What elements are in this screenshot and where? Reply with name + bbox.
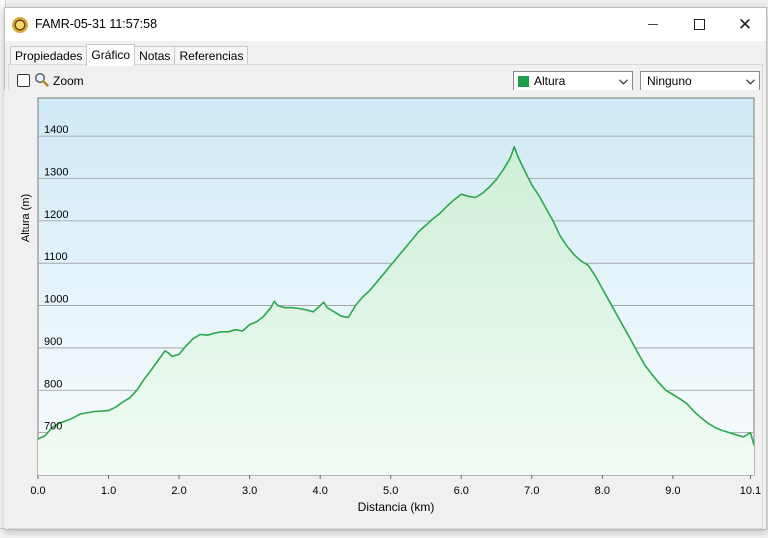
tab-notas[interactable]: Notas [134, 46, 176, 65]
tab-strip: Propiedades Gráfico Notas Referencias [10, 44, 249, 66]
series-select-value: Altura [534, 74, 566, 88]
tab-grafico[interactable]: Gráfico [86, 44, 136, 66]
series-select[interactable]: Altura [513, 71, 633, 92]
secondary-select-value: Ninguno [647, 74, 692, 88]
series-color-swatch [518, 76, 529, 87]
minimize-button[interactable] [630, 8, 676, 41]
x-axis-label: Distancia (km) [358, 500, 435, 514]
window-title: FAMR-05-31 11:57:58 [35, 17, 158, 31]
minimize-icon [648, 24, 658, 25]
close-button[interactable]: ✕ [722, 8, 768, 41]
x-tick-label: 2.0 [171, 485, 186, 497]
x-tick-label: 9.0 [665, 485, 680, 497]
y-tick-labels: 700 800 900 1000 1100 1200 1300 1400 [44, 124, 68, 433]
y-tick-label: 900 [44, 336, 62, 348]
x-tick-label: 7.0 [524, 485, 539, 497]
y-tick-label: 1200 [44, 209, 68, 221]
y-axis-label: Altura (m) [20, 194, 32, 242]
x-tick-label: 1.0 [101, 485, 116, 497]
chevron-down-icon [618, 72, 628, 91]
magnifier-icon [34, 72, 49, 87]
x-tick-label: 3.0 [242, 485, 257, 497]
elevation-profile-chart[interactable]: 700 800 900 1000 1100 1200 1300 1400 0.0 1.0 2.0 3… [4, 90, 762, 528]
zoom-checkbox[interactable] [17, 74, 30, 87]
title-bar[interactable]: FAMR-05-31 11:57:58 ✕ [5, 8, 766, 41]
x-tick-labels: 0.0 1.0 2.0 3.0 4.0 5.0 6.0 7.0 8.0 9.0 10.1 [30, 475, 761, 497]
x-tick-label: 6.0 [454, 485, 469, 497]
tab-referencias[interactable]: Referencias [174, 46, 249, 65]
close-icon: ✕ [737, 15, 753, 34]
x-tick-label: 5.0 [383, 485, 398, 497]
y-tick-label: 1400 [44, 124, 68, 136]
x-tick-label: 0.0 [30, 485, 45, 497]
y-tick-label: 1000 [44, 294, 68, 306]
y-tick-label: 1100 [44, 251, 68, 263]
y-tick-label: 1300 [44, 166, 68, 178]
x-tick-label: 4.0 [313, 485, 328, 497]
tab-propiedades[interactable]: Propiedades [10, 46, 88, 65]
secondary-series-select[interactable]: Ninguno [640, 71, 760, 92]
compass-seal-icon [12, 17, 28, 33]
maximize-button[interactable] [676, 8, 722, 41]
y-tick-label: 700 [44, 421, 62, 433]
elevation-area-fill [38, 146, 754, 475]
chevron-down-icon [745, 72, 755, 91]
x-tick-label: 10.1 [740, 485, 761, 497]
elevation-series-line [37, 145, 755, 446]
y-tick-label: 800 [44, 378, 62, 390]
x-tick-label: 8.0 [595, 485, 610, 497]
zoom-label: Zoom [53, 74, 84, 88]
maximize-icon [693, 19, 705, 30]
